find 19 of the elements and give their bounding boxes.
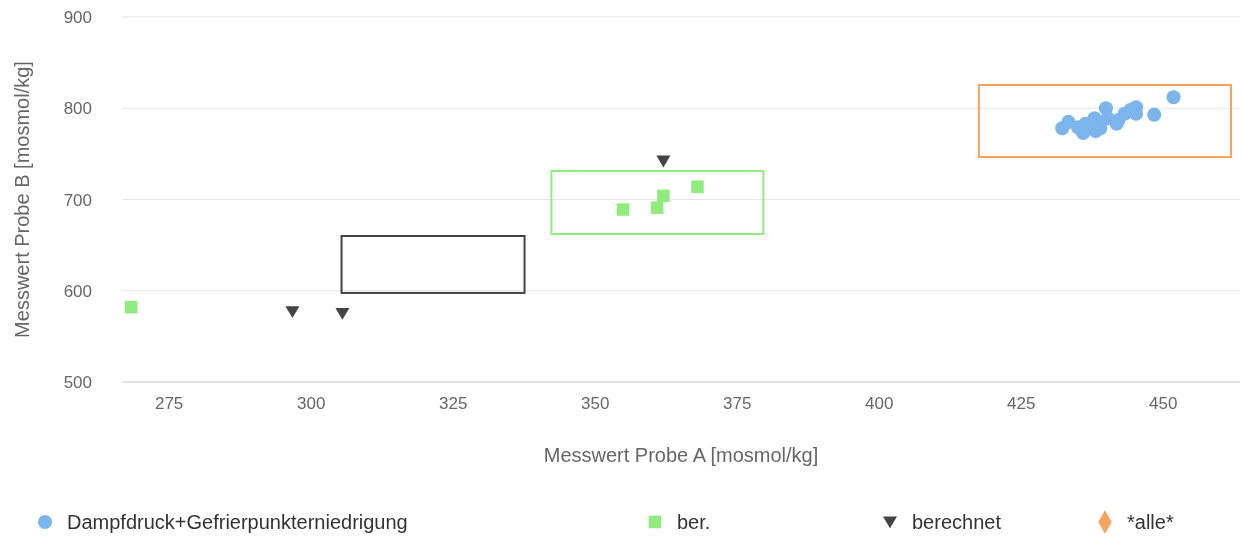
x-tick-label: 300 [296,394,326,413]
legend-label: *alle* [1127,511,1174,533]
y-tick-label: 600 [63,281,92,301]
y-tick-label: 900 [63,8,92,27]
x-tick-label: 325 [439,394,468,413]
x-tick-label: 275 [154,394,184,413]
legend-label: berechnet [912,511,1002,533]
y-tick-label: 800 [63,99,92,119]
x-tick-label: 350 [581,394,610,413]
x-tick-label: 425 [1007,394,1036,413]
y-tick-label: 700 [63,190,92,210]
y-tick-label: 500 [63,373,92,392]
x-tick-label: 400 [865,394,894,413]
x-tick-label: 450 [1149,394,1178,413]
legend-label: Dampfdruck+Gefrierpunkterniedrigung [67,511,408,533]
legend-label: ber. [677,511,711,533]
y-axis-title: Messwert Probe B [mosmol/kg] [11,61,33,338]
x-axis-title: Messwert Probe A [mosmol/kg] [543,444,819,466]
x-tick-label: 375 [723,394,752,413]
